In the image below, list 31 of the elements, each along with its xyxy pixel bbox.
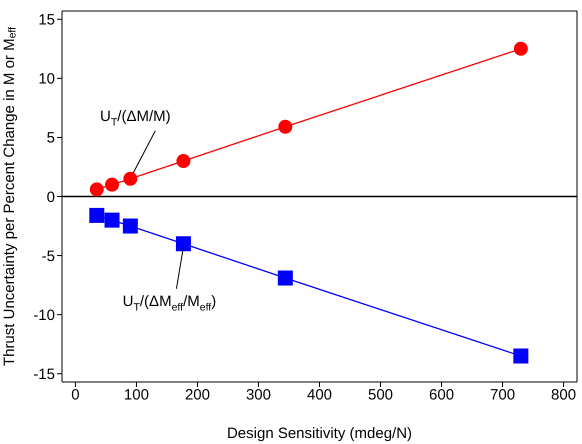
x-tick-label: 600	[429, 386, 454, 404]
point	[123, 172, 138, 186]
point	[104, 212, 120, 228]
x-tick-label: 100	[124, 386, 149, 404]
x-axis-title: Design Sensitivity (mdeg/N)	[226, 425, 412, 442]
y-tick-label: 10	[38, 70, 55, 88]
x-tick-label: 0	[71, 386, 80, 404]
point	[278, 120, 292, 134]
x-tick-label: 200	[184, 386, 210, 404]
annotation: U$_{T}$/(ΔM/M)	[100, 108, 171, 128]
point	[122, 218, 138, 234]
annotation: U$_{T}$/(ΔM$_{eff}$/M$_{eff}$)	[122, 292, 216, 314]
point	[513, 348, 528, 364]
x-tick-label: 300	[246, 386, 271, 404]
x-tick-label: 500	[368, 386, 394, 404]
point	[278, 270, 293, 286]
y-tick-label: -5	[42, 248, 55, 265]
point	[176, 236, 191, 252]
y-tick-label: 5	[46, 130, 55, 147]
y-tick-label: 0	[46, 188, 55, 206]
point	[90, 182, 104, 196]
point	[89, 208, 104, 223]
point	[176, 154, 190, 168]
y-tick-label: -10	[33, 306, 55, 324]
y-tick-label: 15	[38, 12, 55, 29]
x-tick-label: 800	[551, 386, 576, 404]
y-tick-label: -15	[33, 366, 55, 384]
point	[514, 42, 528, 56]
x-tick-label: 400	[306, 386, 332, 404]
x-tick-label: 700	[490, 386, 516, 404]
point	[105, 178, 120, 192]
